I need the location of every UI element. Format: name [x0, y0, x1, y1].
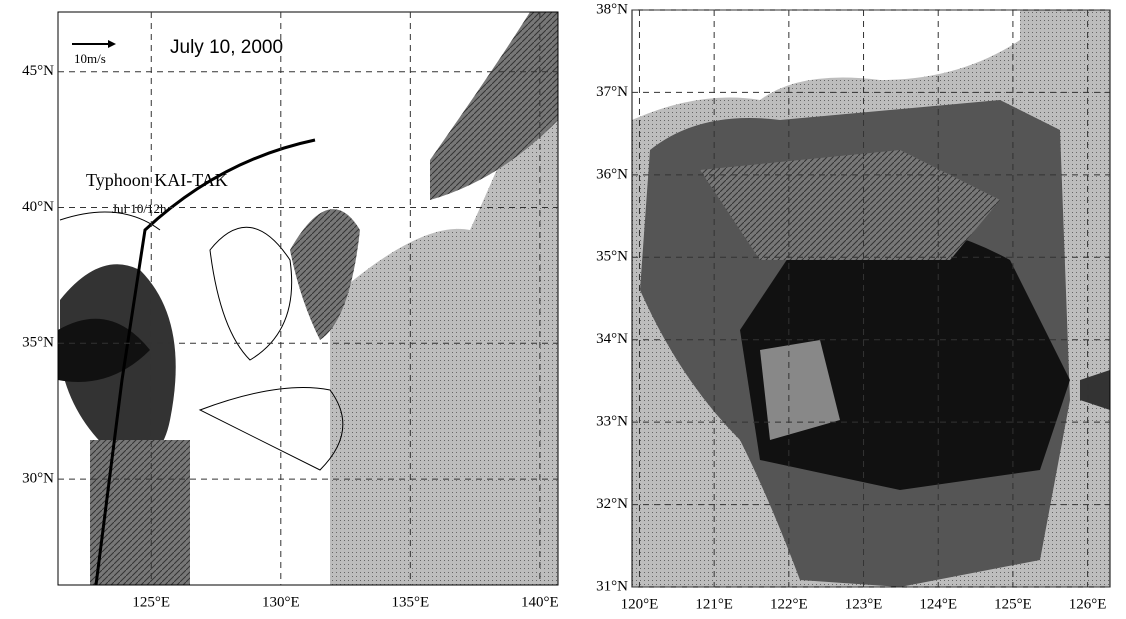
- scale-label: 10m/s: [74, 51, 106, 66]
- y-tick-label: 40°N: [22, 199, 54, 215]
- y-tick-label: 33°N: [596, 414, 628, 430]
- y-tick-label: 34°N: [596, 331, 628, 347]
- time-label: Jul 10/12h: [112, 201, 167, 216]
- y-tick-label: 30°N: [22, 471, 54, 487]
- figure: 10m/s July 10, 2000 Typhoon KAI-TAK Jul …: [0, 0, 1126, 619]
- y-tick-label: 35°N: [596, 249, 628, 265]
- y-tick-label: 31°N: [596, 578, 628, 594]
- x-tick-label: 135°E: [391, 594, 429, 610]
- left-map: [58, 12, 558, 585]
- x-tick-label: 120°E: [621, 596, 659, 612]
- y-tick-label: 45°N: [22, 63, 54, 79]
- y-tick-label: 32°N: [596, 496, 628, 512]
- x-tick-label: 125°E: [132, 594, 170, 610]
- x-tick-label: 121°E: [695, 596, 733, 612]
- x-tick-label: 140°E: [521, 594, 559, 610]
- typhoon-label: Typhoon KAI-TAK: [86, 170, 228, 190]
- y-tick-label: 36°N: [596, 166, 628, 182]
- right-map: [632, 10, 1110, 587]
- x-tick-label: 125°E: [994, 596, 1032, 612]
- y-tick-label: 35°N: [22, 335, 54, 351]
- date-label: July 10, 2000: [170, 37, 283, 58]
- x-tick-label: 123°E: [845, 596, 883, 612]
- x-tick-label: 126°E: [1069, 596, 1107, 612]
- x-tick-label: 124°E: [919, 596, 957, 612]
- x-tick-label: 122°E: [770, 596, 808, 612]
- x-tick-label: 130°E: [262, 594, 300, 610]
- y-tick-label: 38°N: [596, 1, 628, 17]
- y-tick-label: 37°N: [596, 84, 628, 100]
